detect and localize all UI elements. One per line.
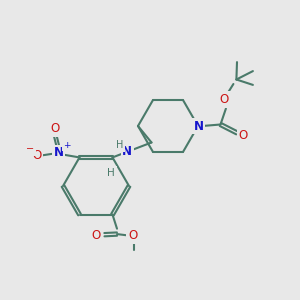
Text: N: N — [53, 146, 64, 159]
Text: O: O — [50, 122, 59, 135]
Text: +: + — [63, 141, 71, 150]
Text: O: O — [32, 149, 41, 162]
Text: H: H — [116, 140, 124, 150]
Text: O: O — [220, 93, 229, 106]
Text: H: H — [107, 168, 115, 178]
Text: −: − — [26, 144, 34, 154]
Text: O: O — [128, 229, 137, 242]
Text: O: O — [92, 229, 100, 242]
Text: N: N — [194, 119, 204, 133]
Text: N: N — [122, 145, 132, 158]
Text: O: O — [238, 129, 247, 142]
